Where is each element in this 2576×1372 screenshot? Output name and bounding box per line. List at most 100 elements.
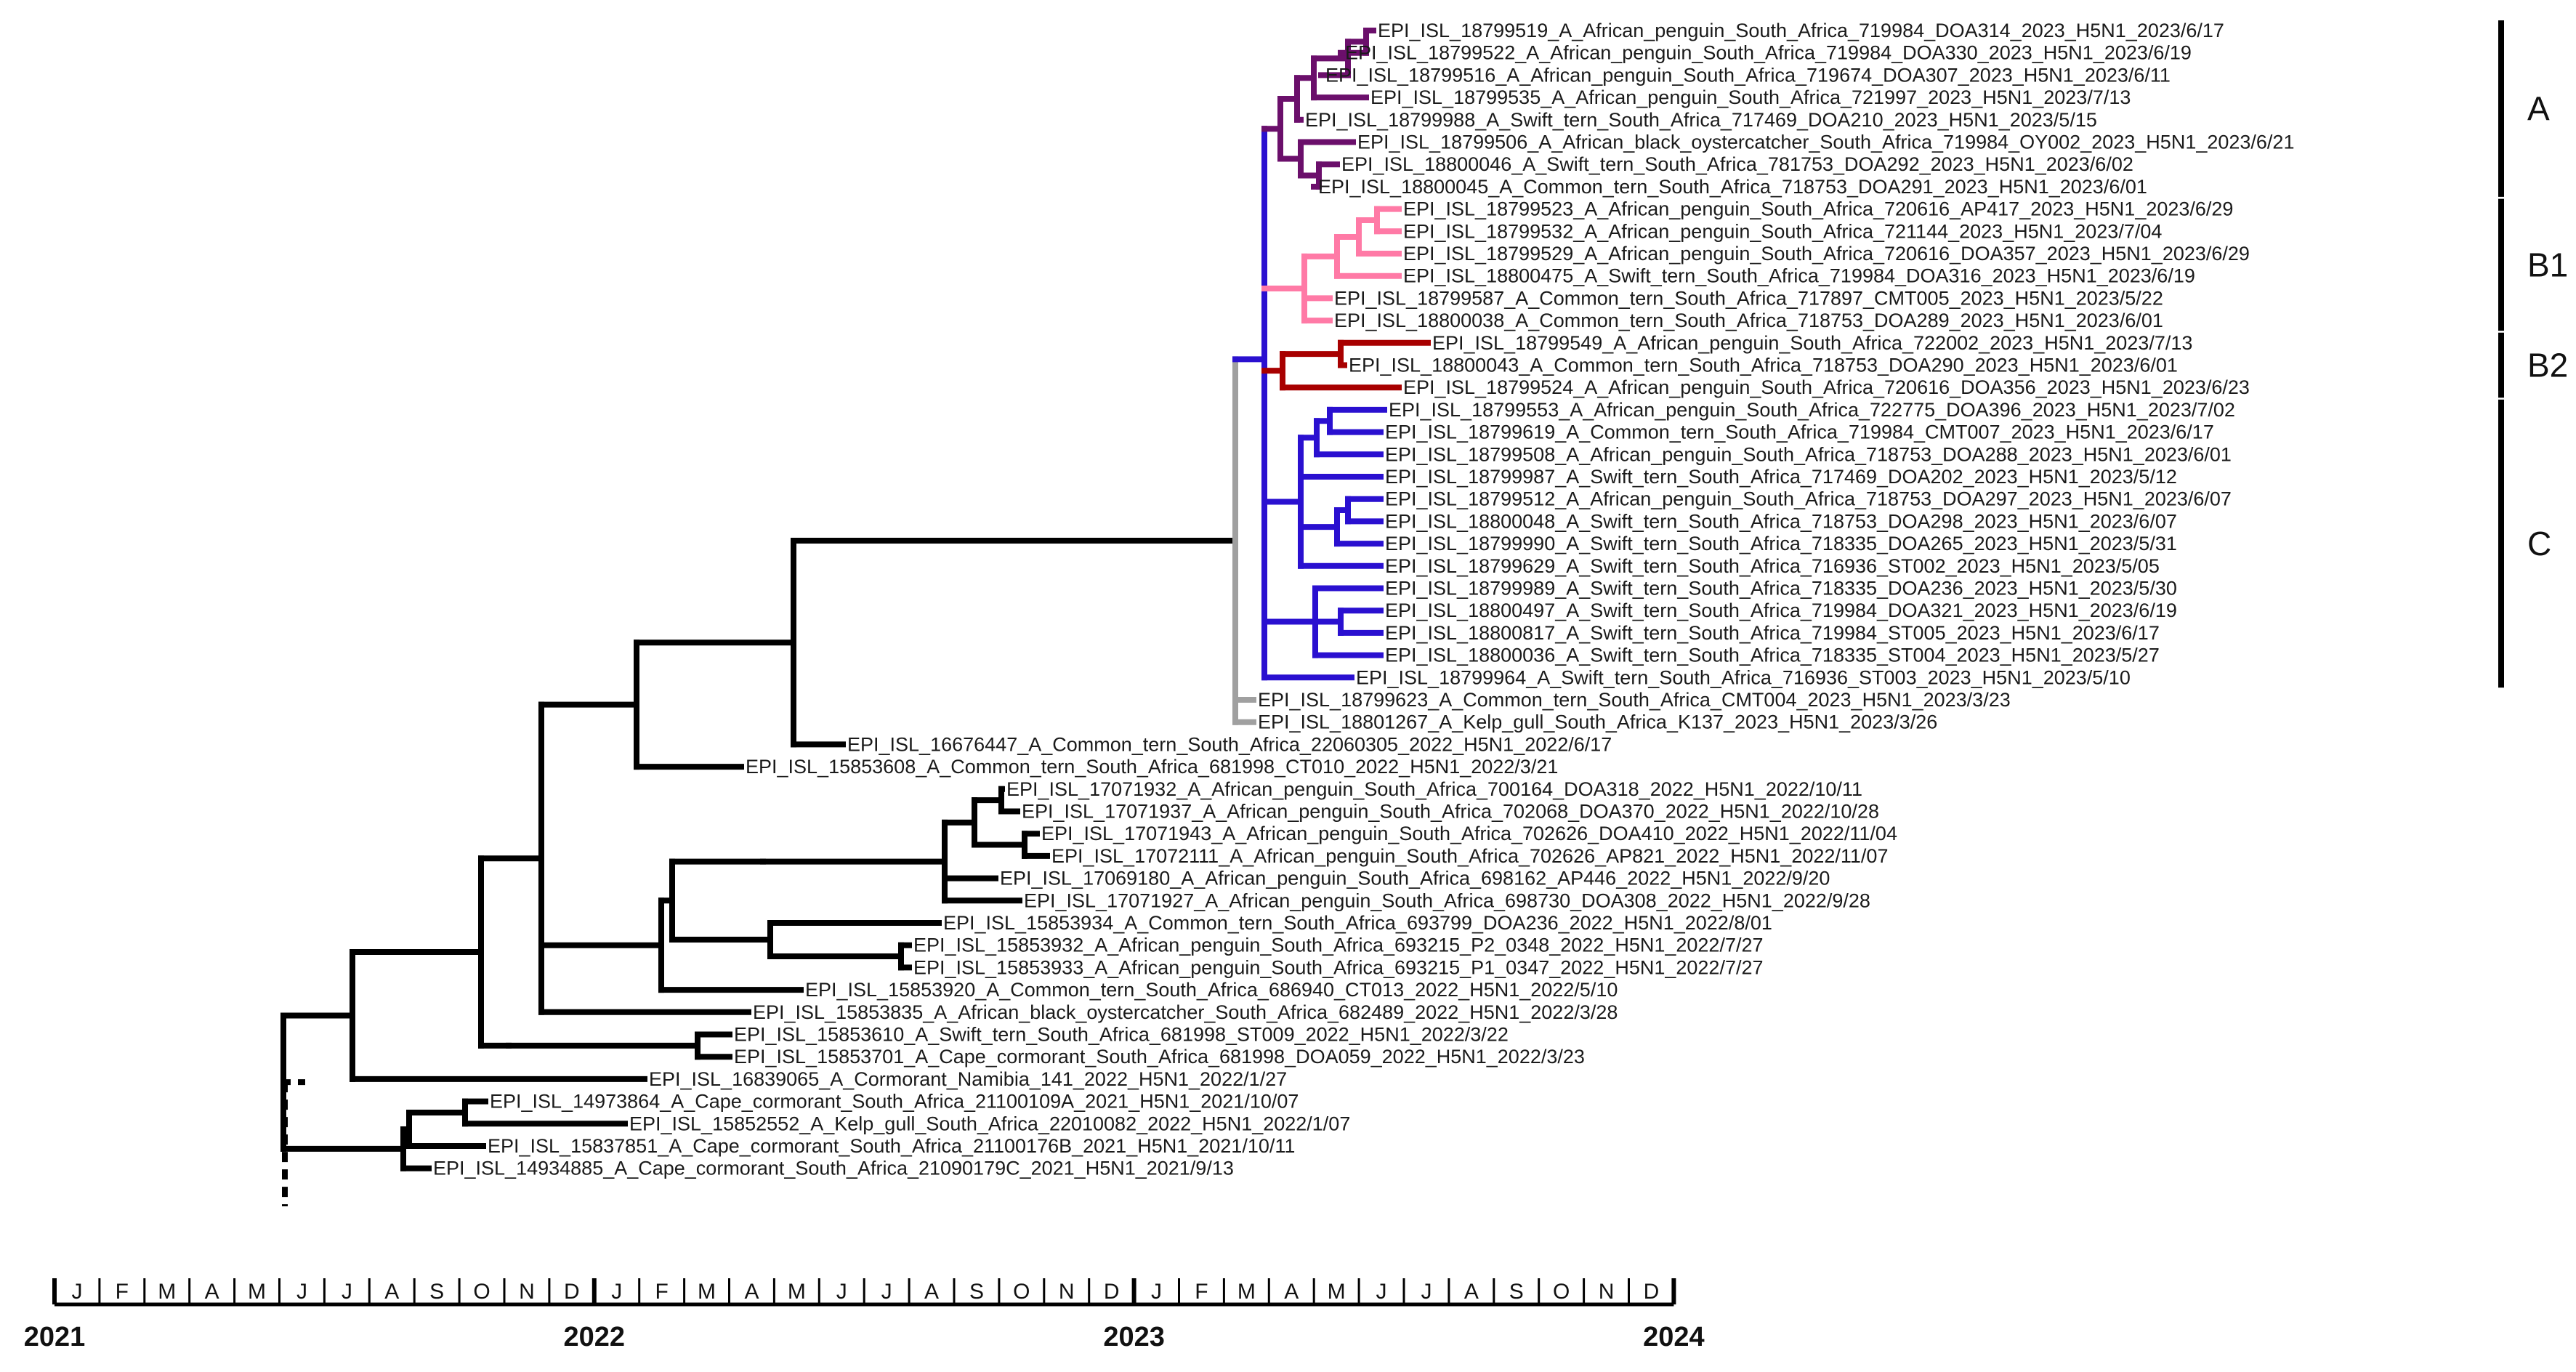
tip-label: EPI_ISL_15853920_A_Common_tern_South_Afr… (805, 979, 1618, 1001)
tip-label: EPI_ISL_18799523_A_African_penguin_South… (1403, 198, 2233, 220)
tip-label: EPI_ISL_17071937_A_African_penguin_South… (1022, 801, 1879, 823)
tip-label: EPI_ISL_15853835_A_African_black_oysterc… (753, 1001, 1618, 1023)
tip-label: EPI_ISL_18799989_A_Swift_tern_South_Afri… (1385, 578, 2177, 600)
tip-label: EPI_ISL_18800497_A_Swift_tern_South_Afri… (1385, 600, 2177, 621)
clade-brackets: A B1 B2 C (2498, 20, 2568, 688)
year-tick-label: 2021 (24, 1322, 86, 1352)
tip-label: EPI_ISL_18799623_A_Common_tern_South_Afr… (1258, 689, 2011, 711)
month-tick-label: A (205, 1280, 219, 1304)
tip-label: EPI_ISL_17071927_A_African_penguin_South… (1024, 889, 1870, 911)
year-tick-label: 2022 (564, 1322, 626, 1352)
clade-label-b1: B1 (2527, 246, 2568, 283)
month-tick-label: F (1195, 1280, 1208, 1304)
tip-label: EPI_ISL_15837851_A_Cape_cormorant_South_… (488, 1135, 1295, 1157)
tip-label: EPI_ISL_14934885_A_Cape_cormorant_South_… (433, 1158, 1234, 1179)
tip-label: EPI_ISL_18800048_A_Swift_tern_South_Afri… (1385, 510, 2177, 532)
tip-label: EPI_ISL_18799619_A_Common_tern_South_Afr… (1385, 421, 2214, 443)
month-tick-label: J (881, 1280, 892, 1304)
tip-label: EPI_ISL_15853608_A_Common_tern_South_Afr… (746, 756, 1558, 778)
month-tick-label: J (71, 1280, 82, 1304)
year-tick-label: 2023 (1103, 1322, 1165, 1352)
year-tick-label: 2024 (1643, 1322, 1705, 1352)
month-tick-label: N (1059, 1280, 1075, 1304)
clade-label-c: C (2527, 525, 2551, 562)
month-tick-label: F (116, 1280, 129, 1304)
tip-label: EPI_ISL_18799529_A_African_penguin_South… (1403, 243, 2250, 265)
tree-branches (280, 28, 1431, 1206)
month-tick-label: M (788, 1280, 806, 1304)
month-tick-label: N (1599, 1280, 1615, 1304)
tip-label: EPI_ISL_18799535_A_African_penguin_South… (1370, 86, 2131, 108)
month-tick-label: S (429, 1280, 444, 1304)
month-tick-label: A (744, 1280, 759, 1304)
tip-label: EPI_ISL_18799524_A_African_penguin_South… (1403, 376, 2250, 398)
tip-label: EPI_ISL_18800036_A_Swift_tern_South_Afri… (1385, 645, 2160, 666)
tip-label: EPI_ISL_18799587_A_Common_tern_South_Afr… (1334, 287, 2163, 309)
month-tick-label: J (611, 1280, 622, 1304)
month-tick-label: F (655, 1280, 668, 1304)
tip-label: EPI_ISL_15853934_A_Common_tern_South_Afr… (943, 912, 1772, 934)
tip-label: EPI_ISL_15853933_A_African_penguin_South… (913, 956, 1764, 978)
tip-label: EPI_ISL_18799522_A_African_penguin_South… (1345, 42, 2192, 64)
month-tick-label: N (519, 1280, 535, 1304)
month-tick-label: D (1644, 1280, 1660, 1304)
month-tick-label: J (1376, 1280, 1387, 1304)
tip-label: EPI_ISL_18799553_A_African_penguin_South… (1389, 399, 2235, 421)
month-tick-label: J (342, 1280, 352, 1304)
tip-label: EPI_ISL_18800817_A_Swift_tern_South_Afri… (1385, 622, 2160, 644)
tip-label: EPI_ISL_18801267_A_Kelp_gull_South_Afric… (1258, 711, 1937, 733)
clade-label-a: A (2527, 89, 2550, 127)
month-tick-label: M (248, 1280, 266, 1304)
tip-label: EPI_ISL_18800038_A_Common_tern_South_Afr… (1334, 310, 2163, 331)
tip-label: EPI_ISL_16839065_A_Cormorant_Namibia_141… (649, 1068, 1287, 1090)
tip-label: EPI_ISL_14973864_A_Cape_cormorant_South_… (490, 1091, 1299, 1113)
tip-label: EPI_ISL_18799549_A_African_penguin_South… (1432, 332, 2192, 354)
tip-label: EPI_ISL_18799512_A_African_penguin_South… (1385, 488, 2232, 510)
tip-label: EPI_ISL_18799987_A_Swift_tern_South_Afri… (1385, 466, 2177, 488)
month-tick-label: O (473, 1280, 490, 1304)
tip-labels: EPI_ISL_18799519_A_African_penguin_South… (433, 20, 2294, 1179)
tip-label: EPI_ISL_15853701_A_Cape_cormorant_South_… (734, 1046, 1585, 1068)
month-tick-label: M (1237, 1280, 1256, 1304)
tip-label: EPI_ISL_17071932_A_African_penguin_South… (1006, 778, 1862, 800)
month-tick-label: M (158, 1280, 176, 1304)
month-tick-label: J (836, 1280, 847, 1304)
month-tick-label: A (1464, 1280, 1479, 1304)
time-axis: J F M A M J J A S O N D J F M A M J J A S O N D J F M A M J J A S O N D 2021… (24, 1278, 1705, 1352)
tip-label: EPI_ISL_18800475_A_Swift_tern_South_Afri… (1403, 265, 2195, 287)
month-tick-label: A (924, 1280, 939, 1304)
tip-label: EPI_ISL_18799532_A_African_penguin_South… (1403, 220, 2162, 242)
month-tick-label: D (564, 1280, 580, 1304)
tip-label: EPI_ISL_18799988_A_Swift_tern_South_Afri… (1305, 109, 2097, 131)
tip-label: EPI_ISL_18799516_A_African_penguin_South… (1325, 64, 2171, 86)
tip-label: EPI_ISL_16676447_A_Common_tern_South_Afr… (847, 733, 1612, 755)
tip-label: EPI_ISL_15853932_A_African_penguin_South… (913, 935, 1764, 956)
month-tick-label: A (1284, 1280, 1299, 1304)
month-tick-label: D (1104, 1280, 1120, 1304)
tip-label: EPI_ISL_17071943_A_African_penguin_South… (1041, 823, 1897, 844)
month-tick-label: A (384, 1280, 399, 1304)
month-tick-label: M (1328, 1280, 1346, 1304)
tip-label: EPI_ISL_18800045_A_Common_tern_South_Afr… (1318, 176, 2147, 198)
month-tick-label: M (698, 1280, 716, 1304)
month-tick-label: O (1013, 1280, 1030, 1304)
tip-label: EPI_ISL_17072111_A_African_penguin_South… (1051, 845, 1888, 867)
month-tick-label: O (1553, 1280, 1570, 1304)
month-tick-label: S (969, 1280, 984, 1304)
tip-label: EPI_ISL_15852552_A_Kelp_gull_South_Afric… (629, 1113, 1350, 1134)
tip-label: EPI_ISL_18799990_A_Swift_tern_South_Afri… (1385, 533, 2177, 554)
tip-label: EPI_ISL_18799629_A_Swift_tern_South_Afri… (1385, 555, 2160, 577)
tip-label: EPI_ISL_18799508_A_African_penguin_South… (1385, 443, 2232, 465)
tip-label: EPI_ISL_18799519_A_African_penguin_South… (1378, 20, 2224, 41)
month-tick-label: J (1421, 1280, 1432, 1304)
tip-label: EPI_ISL_18800046_A_Swift_tern_South_Afri… (1341, 153, 2133, 175)
tip-label: EPI_ISL_17069180_A_African_penguin_South… (1000, 868, 1830, 889)
month-tick-label: S (1509, 1280, 1524, 1304)
tip-label: EPI_ISL_18799506_A_African_black_oysterc… (1357, 132, 2294, 153)
clade-label-b2: B2 (2527, 347, 2568, 384)
month-tick-label: J (1151, 1280, 1162, 1304)
tip-label: EPI_ISL_18799964_A_Swift_tern_South_Afri… (1356, 666, 2131, 688)
tip-label: EPI_ISL_18800043_A_Common_tern_South_Afr… (1349, 355, 2178, 376)
month-tick-label: J (296, 1280, 307, 1304)
